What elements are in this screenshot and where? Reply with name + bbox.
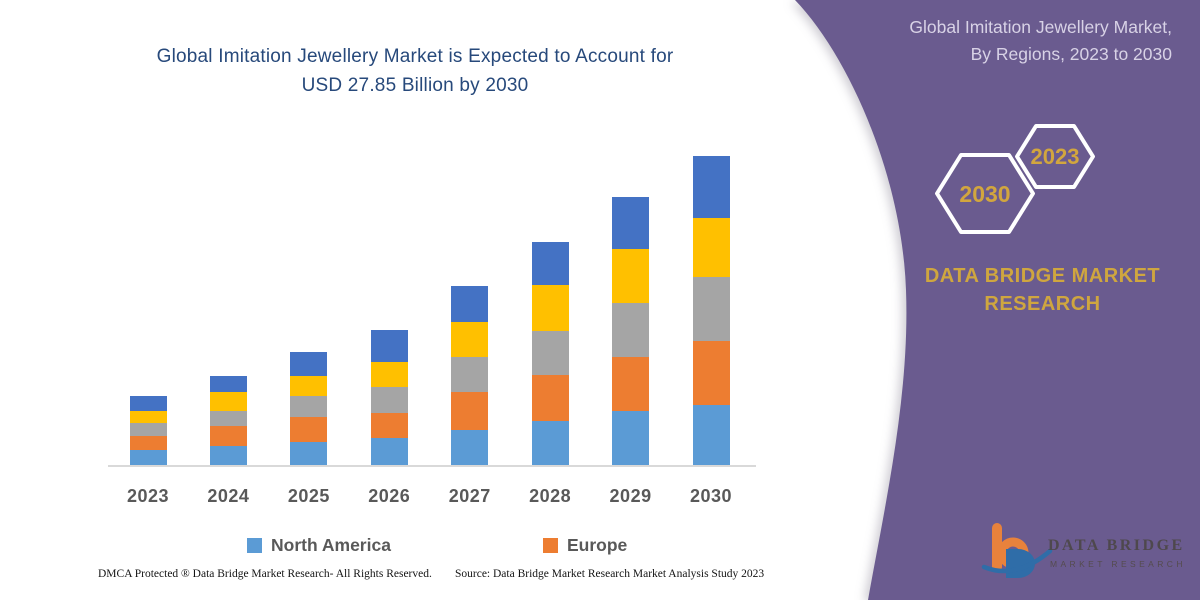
- logo-brand-text: DATA BRIDGE: [1048, 537, 1185, 554]
- legend-swatch-north-america: [247, 538, 262, 553]
- bar-segment-2029-5: [612, 197, 650, 249]
- bar-segment-2029-1: [612, 410, 650, 465]
- x-axis-label-2028: 2028: [529, 486, 572, 506]
- bar-segment-2023-5: [129, 396, 167, 411]
- bar-segment-2030-4: [692, 217, 730, 278]
- brand-text-line2: RESEARCH: [984, 293, 1101, 315]
- bar-segment-2025-4: [290, 376, 328, 397]
- dmca-notice: DMCA Protected ® Data Bridge Market Rese…: [98, 568, 432, 580]
- bar-segment-2024-3: [209, 410, 247, 427]
- panel-title-line2: By Regions, 2023 to 2030: [970, 44, 1172, 64]
- panel-title: Global Imitation Jewellery Market, By Re…: [752, 14, 1172, 68]
- bar-segment-2026-3: [370, 387, 408, 413]
- hexagon-2023: [1015, 124, 1095, 189]
- brand-text: DATA BRIDGE MARKET RESEARCH: [900, 262, 1185, 318]
- bar-segment-2027-4: [451, 321, 489, 358]
- hexagon-2030-label: 2030: [959, 181, 1010, 207]
- bar-2024: [209, 376, 247, 465]
- bar-2027: [451, 286, 489, 465]
- legend-swatch-europe: [543, 538, 558, 553]
- bar-segment-2029-2: [612, 357, 650, 411]
- bar-segment-2028-1: [531, 420, 569, 465]
- chart-title-line1: Global Imitation Jewellery Market is Exp…: [156, 46, 674, 67]
- bar-segment-2029-4: [612, 248, 650, 303]
- x-axis-label-2027: 2027: [448, 486, 491, 506]
- bar-2029: [612, 197, 650, 465]
- bar-2028: [531, 241, 569, 465]
- source-notice: Source: Data Bridge Market Research Mark…: [455, 568, 765, 580]
- bar-segment-2025-2: [290, 417, 328, 442]
- bar-segment-2027-1: [451, 429, 489, 465]
- hexagon-2023-label: 2023: [1031, 144, 1080, 169]
- bar-segment-2023-1: [129, 449, 167, 465]
- bar-segment-2030-1: [692, 405, 730, 465]
- bar-segment-2025-3: [290, 396, 328, 418]
- bar-segment-2026-2: [370, 412, 408, 439]
- bar-segment-2028-4: [531, 285, 569, 331]
- x-axis-label-2024: 2024: [207, 486, 250, 506]
- bar-2030: [692, 155, 730, 465]
- bar-segment-2029-3: [612, 302, 650, 358]
- bar-segment-2026-5: [370, 329, 408, 362]
- bar-segment-2030-3: [692, 277, 730, 341]
- bar-segment-2023-2: [129, 436, 167, 450]
- bar-segment-2028-2: [531, 375, 569, 421]
- logo-sub-text: MARKET RESEARCH: [1050, 559, 1186, 569]
- x-axis-label-2026: 2026: [368, 486, 411, 506]
- bar-segment-2026-1: [370, 438, 408, 465]
- bar-segment-2027-2: [451, 391, 489, 430]
- bar-segment-2028-3: [531, 330, 569, 376]
- x-axis-label-2030: 2030: [689, 486, 733, 506]
- bar-segment-2024-4: [209, 391, 247, 411]
- x-axis-line: [108, 465, 756, 467]
- legend-label-europe: Europe: [567, 535, 628, 555]
- bar-2025: [290, 351, 328, 465]
- x-axis-label-2025: 2025: [287, 486, 330, 506]
- bar-segment-2024-2: [209, 426, 247, 447]
- databridge-logo: DATA BRIDGE MARKET RESEARCH: [981, 523, 1186, 578]
- bar-segment-2030-5: [692, 155, 730, 218]
- logo-swoosh-icon: [981, 548, 1053, 574]
- bar-segment-2026-4: [370, 361, 408, 388]
- bar-segment-2025-5: [290, 351, 328, 377]
- x-axis-label-2023: 2023: [126, 486, 170, 506]
- bar-segment-2023-3: [129, 422, 167, 437]
- legend-label-north-america: North America: [271, 535, 391, 555]
- panel-title-line1: Global Imitation Jewellery Market,: [909, 17, 1172, 37]
- legend-item-north-america: North America: [247, 535, 391, 556]
- purple-panel-shape: [795, 0, 1200, 600]
- bar-2026: [370, 329, 408, 465]
- bar-segment-2024-1: [209, 446, 247, 465]
- x-axis-label-2029: 2029: [609, 486, 652, 506]
- bar-segment-2023-4: [129, 410, 167, 423]
- chart-title: Global Imitation Jewellery Market is Exp…: [0, 42, 830, 100]
- hexagon-2030: [935, 153, 1035, 234]
- bar-segment-2028-5: [531, 241, 569, 286]
- bar-segment-2027-3: [451, 357, 489, 392]
- bar-segment-2027-5: [451, 286, 489, 322]
- bar-2023: [129, 396, 167, 465]
- chart-title-line2: USD 27.85 Billion by 2030: [301, 75, 529, 96]
- bar-segment-2024-5: [209, 376, 247, 392]
- brand-text-line1: DATA BRIDGE MARKET: [924, 265, 1161, 287]
- bar-segment-2025-1: [290, 441, 328, 465]
- bar-segment-2030-2: [692, 340, 730, 406]
- legend-item-europe: Europe: [543, 535, 627, 556]
